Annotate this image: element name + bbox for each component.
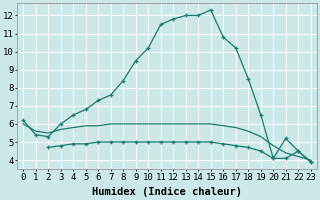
X-axis label: Humidex (Indice chaleur): Humidex (Indice chaleur) (92, 187, 242, 197)
